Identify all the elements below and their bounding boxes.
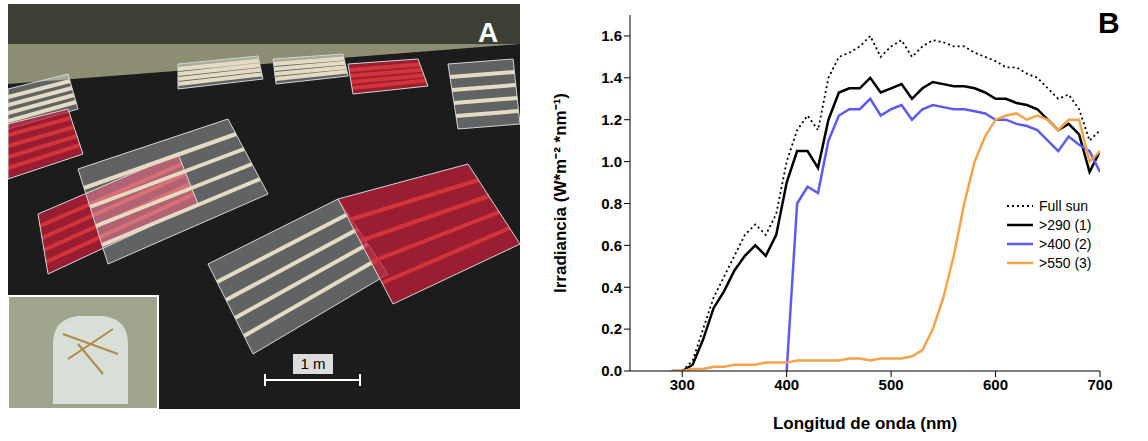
- svg-text:Longitud de onda (nm): Longitud de onda (nm): [773, 414, 957, 433]
- svg-text:700: 700: [1087, 376, 1112, 393]
- svg-text:400: 400: [774, 376, 799, 393]
- svg-text:0.6: 0.6: [601, 237, 622, 254]
- svg-text:0.2: 0.2: [601, 320, 622, 337]
- svg-text:1.4: 1.4: [601, 69, 623, 86]
- svg-text:Irradiancia (W*m⁻² *nm⁻¹): Irradiancia (W*m⁻² *nm⁻¹): [551, 93, 570, 293]
- html-text:Full sun: Full sun: [1039, 197, 1088, 214]
- svg-text:A: A: [478, 17, 498, 48]
- svg-text:0.0: 0.0: [601, 362, 622, 379]
- svg-text:600: 600: [983, 376, 1008, 393]
- svg-text:300: 300: [670, 376, 695, 393]
- svg-text:0.4: 0.4: [601, 279, 623, 296]
- html-text:B: B: [1098, 6, 1120, 39]
- svg-text:1.6: 1.6: [601, 27, 622, 44]
- html-text:>290 (1): >290 (1): [1039, 216, 1092, 233]
- html-text:>550 (3): >550 (3): [1039, 254, 1092, 271]
- svg-text:0.8: 0.8: [601, 195, 622, 212]
- svg-text:1 m: 1 m: [300, 355, 325, 372]
- svg-text:1.0: 1.0: [601, 153, 622, 170]
- html-text:>400 (2): >400 (2): [1039, 235, 1092, 252]
- svg-text:500: 500: [879, 376, 904, 393]
- svg-text:1.2: 1.2: [601, 111, 622, 128]
